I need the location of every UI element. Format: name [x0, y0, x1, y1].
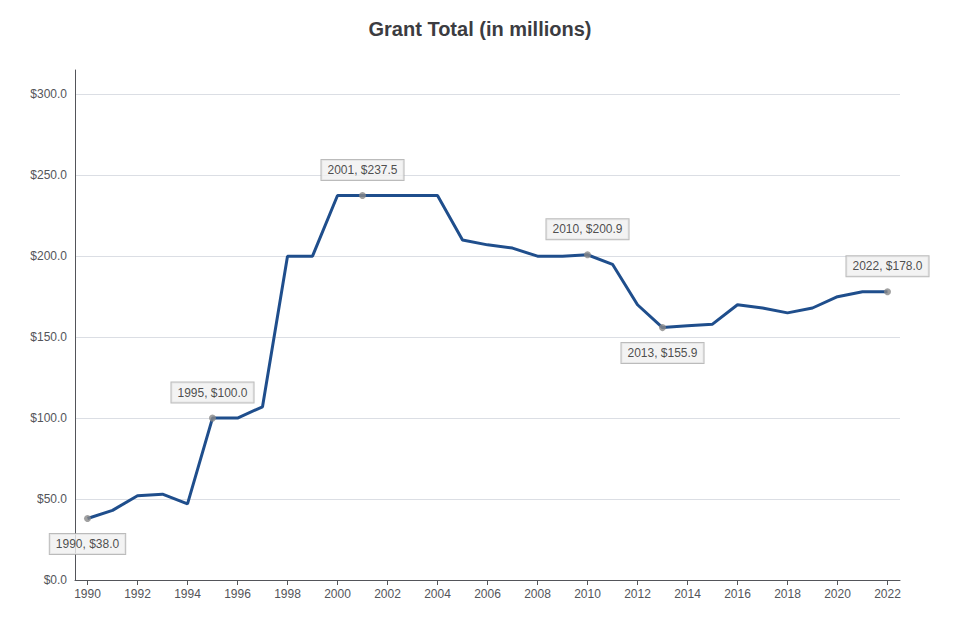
- svg-text:1994: 1994: [174, 587, 201, 601]
- svg-text:1990, $38.0: 1990, $38.0: [56, 537, 120, 551]
- svg-text:$50.0: $50.0: [37, 492, 67, 506]
- svg-text:2018: 2018: [774, 587, 801, 601]
- svg-text:2016: 2016: [724, 587, 751, 601]
- svg-text:2022, $178.0: 2022, $178.0: [852, 259, 922, 273]
- svg-text:2022: 2022: [874, 587, 901, 601]
- svg-text:2004: 2004: [424, 587, 451, 601]
- svg-text:Grant Total (in millions): Grant Total (in millions): [369, 18, 592, 40]
- svg-text:2010, $200.9: 2010, $200.9: [552, 222, 622, 236]
- svg-text:2020: 2020: [824, 587, 851, 601]
- svg-text:2006: 2006: [474, 587, 501, 601]
- svg-text:$0.0: $0.0: [44, 573, 68, 587]
- svg-text:1995, $100.0: 1995, $100.0: [177, 386, 247, 400]
- svg-text:$200.0: $200.0: [30, 249, 67, 263]
- svg-text:$250.0: $250.0: [30, 168, 67, 182]
- svg-text:2013, $155.9: 2013, $155.9: [627, 346, 697, 360]
- svg-text:1992: 1992: [124, 587, 151, 601]
- svg-text:2001, $237.5: 2001, $237.5: [327, 163, 397, 177]
- svg-text:1996: 1996: [224, 587, 251, 601]
- svg-text:1990: 1990: [74, 587, 101, 601]
- svg-text:2008: 2008: [524, 587, 551, 601]
- svg-text:2012: 2012: [624, 587, 651, 601]
- svg-text:$300.0: $300.0: [30, 87, 67, 101]
- svg-text:2002: 2002: [374, 587, 401, 601]
- svg-text:1998: 1998: [274, 587, 301, 601]
- svg-text:2000: 2000: [324, 587, 351, 601]
- svg-text:$150.0: $150.0: [30, 330, 67, 344]
- svg-text:$100.0: $100.0: [30, 411, 67, 425]
- svg-text:2010: 2010: [574, 587, 601, 601]
- svg-text:2014: 2014: [674, 587, 701, 601]
